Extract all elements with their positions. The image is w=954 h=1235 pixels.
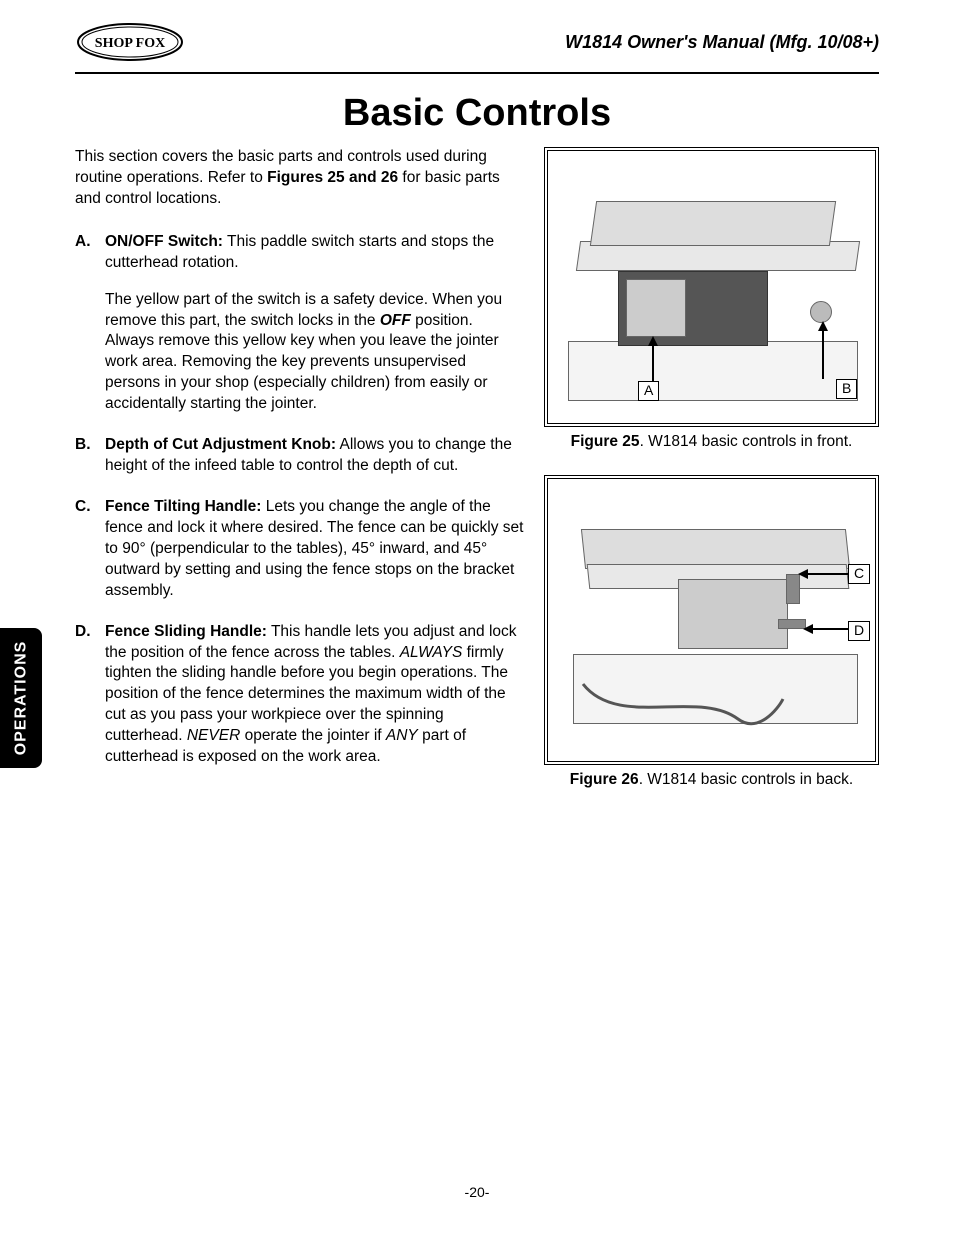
off-keyword: OFF <box>380 312 411 329</box>
figure-column: A B Figure 25. W1814 basic controls in f… <box>544 147 879 813</box>
figure-25-caption: Figure 25. W1814 basic controls in front… <box>544 433 879 451</box>
caption-text: . W1814 basic controls in front. <box>640 433 853 450</box>
page-title: Basic Controls <box>75 92 879 135</box>
callout-a: A <box>638 381 659 401</box>
figure-25: A B Figure 25. W1814 basic controls in f… <box>544 147 879 451</box>
content-columns: This section covers the basic parts and … <box>75 147 879 813</box>
item-letter: D. <box>75 622 105 768</box>
callout-d: D <box>848 621 870 641</box>
item-body: Depth of Cut Adjustment Knob: Allows you… <box>105 435 524 477</box>
item-label: Fence Tilting Handle: <box>105 498 261 515</box>
page-header: SHOP FOX W1814 Owner's Manual (Mfg. 10/0… <box>75 18 879 74</box>
item-letter: B. <box>75 435 105 477</box>
manual-title: W1814 Owner's Manual (Mfg. 10/08+) <box>565 32 879 53</box>
brand-logo: SHOP FOX <box>75 18 185 66</box>
figure-26-image: C D <box>544 475 879 765</box>
any-keyword: ANY <box>386 727 418 744</box>
item-body: ON/OFF Switch: This paddle switch starts… <box>105 232 524 415</box>
list-item: D. Fence Sliding Handle: This handle let… <box>75 622 524 768</box>
figure-26-caption: Figure 26. W1814 basic controls in back. <box>544 771 879 789</box>
list-item: A. ON/OFF Switch: This paddle switch sta… <box>75 232 524 415</box>
list-item: B. Depth of Cut Adjustment Knob: Allows … <box>75 435 524 477</box>
caption-text: . W1814 basic controls in back. <box>639 771 854 788</box>
caption-label: Figure 25 <box>571 433 640 450</box>
item-label: Fence Sliding Handle: <box>105 623 267 640</box>
figure-25-image: A B <box>544 147 879 427</box>
section-tab-label: OPERATIONS <box>12 641 30 756</box>
section-tab: OPERATIONS <box>0 628 42 768</box>
item-body: Fence Tilting Handle: Lets you change th… <box>105 497 524 602</box>
item-label: ON/OFF Switch: <box>105 233 223 250</box>
item-body: Fence Sliding Handle: This handle lets y… <box>105 622 524 768</box>
controls-list: A. ON/OFF Switch: This paddle switch sta… <box>75 232 524 768</box>
intro-paragraph: This section covers the basic parts and … <box>75 147 524 210</box>
figure-26: C D Figure 26. W1814 basic controls in b… <box>544 475 879 789</box>
never-keyword: NEVER <box>187 727 240 744</box>
item-letter: C. <box>75 497 105 602</box>
caption-label: Figure 26 <box>570 771 639 788</box>
item-letter: A. <box>75 232 105 415</box>
svg-text:SHOP FOX: SHOP FOX <box>95 36 165 51</box>
text-column: This section covers the basic parts and … <box>75 147 524 813</box>
callout-c: C <box>848 564 870 584</box>
always-keyword: ALWAYS <box>400 644 463 661</box>
item-label: Depth of Cut Adjustment Knob: <box>105 436 336 453</box>
list-item: C. Fence Tilting Handle: Lets you change… <box>75 497 524 602</box>
page-number: -20- <box>0 1184 954 1200</box>
callout-b: B <box>836 379 857 399</box>
item-text: operate the jointer if <box>240 727 386 744</box>
intro-figref: Figures 25 and 26 <box>267 169 398 186</box>
